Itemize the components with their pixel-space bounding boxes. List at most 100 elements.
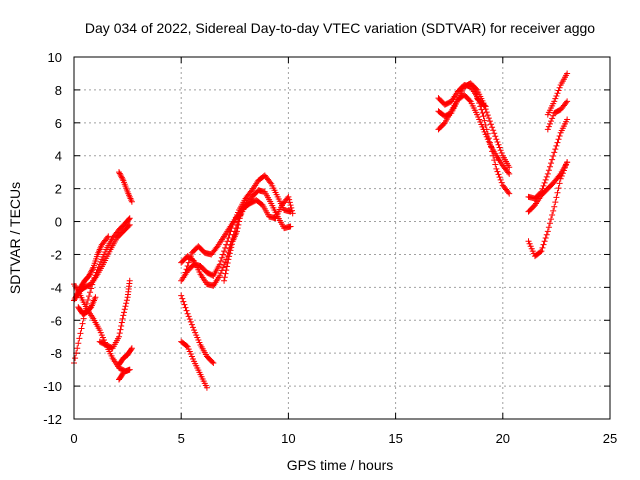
series-arc-19 <box>474 95 489 110</box>
data-point-fill <box>213 244 220 251</box>
data-point-fill <box>224 238 231 245</box>
data-point-fill <box>188 321 195 328</box>
data-point-fill <box>223 263 230 270</box>
data-point-fill <box>498 149 505 156</box>
data-point-fill <box>541 179 548 186</box>
data-point-fill <box>86 305 93 312</box>
x-tick-label: 10 <box>281 431 295 446</box>
data-point-fill <box>202 382 209 389</box>
data-point-fill <box>208 271 215 278</box>
data-point-fill <box>89 313 96 320</box>
data-point-fill <box>113 229 120 236</box>
data-point-fill <box>121 306 128 313</box>
data-point-fill <box>189 355 196 362</box>
data-point-fill <box>542 235 549 241</box>
data-point-fill <box>183 307 190 314</box>
data-point-fill <box>556 84 563 91</box>
data-point-fill <box>548 160 555 167</box>
data-point-fill <box>504 187 511 194</box>
data-point-fill <box>273 191 280 198</box>
data-point-fill <box>439 111 446 118</box>
data-point <box>493 136 500 143</box>
data-point-fill <box>489 124 496 131</box>
data-point-fill <box>116 330 123 337</box>
data-point-fill <box>104 234 111 241</box>
data-point-fill <box>246 190 253 197</box>
data-point-fill <box>558 173 565 180</box>
data-point-fill <box>93 272 100 279</box>
data-point-fill <box>253 189 260 196</box>
data-point-fill <box>185 259 192 266</box>
data-point <box>77 330 84 337</box>
data-point-fill <box>257 200 264 207</box>
data-point-fill <box>88 267 95 274</box>
data-point-fill <box>550 207 557 214</box>
data-point-fill <box>465 96 472 103</box>
data-point-fill <box>267 179 274 186</box>
data-point-fill <box>439 122 446 129</box>
data-point-fill <box>217 258 224 265</box>
data-point-fill <box>112 236 119 243</box>
data-point-fill <box>220 251 227 258</box>
data-point-fill <box>86 282 93 289</box>
data-point-fill <box>504 168 511 175</box>
data-point-fill <box>212 245 219 252</box>
data-point-fill <box>505 162 512 169</box>
data-point-fill <box>125 222 132 229</box>
data-point-fill <box>549 211 556 218</box>
data-point-fill <box>88 268 95 275</box>
data-point-fill <box>552 95 559 102</box>
data-point-fill <box>478 106 485 113</box>
data-point-fill <box>286 196 293 203</box>
data-point-fill <box>479 123 486 130</box>
series-arc-05 <box>75 294 99 317</box>
data-point <box>223 241 230 248</box>
data-point-fill <box>179 295 186 302</box>
data-point-fill <box>120 222 127 229</box>
y-tick-label: 2 <box>55 182 62 197</box>
data-point-fill <box>447 110 454 117</box>
data-point-fill <box>552 199 559 206</box>
data-point-fill <box>226 250 233 257</box>
data-point-fill <box>237 211 244 218</box>
data-point-fill <box>552 146 559 153</box>
data-point-fill <box>128 346 135 353</box>
data-point-fill <box>542 187 549 194</box>
data-point-fill <box>196 369 203 376</box>
y-tick-label: 10 <box>48 50 62 65</box>
data-point-fill <box>492 150 499 157</box>
plot-frame <box>73 56 611 420</box>
data-point-fill <box>550 153 557 160</box>
data-point-fill <box>186 256 193 263</box>
data-point-fill <box>76 286 83 293</box>
data-point-fill <box>459 93 466 100</box>
series-arc-22 <box>525 116 571 202</box>
y-tick-label: 4 <box>55 149 62 164</box>
data-point-fill <box>480 101 487 108</box>
data-point-fill <box>496 144 503 151</box>
data-point-fill <box>87 270 94 277</box>
data-point-fill <box>209 358 216 365</box>
data-point <box>551 203 558 210</box>
data-point-fill <box>196 269 203 276</box>
data-point-fill <box>479 109 486 116</box>
data-point-fill <box>491 157 498 164</box>
data-point-fill <box>537 190 544 197</box>
data-point-fill <box>125 216 132 223</box>
data-point-fill <box>545 167 552 174</box>
data-point-fill <box>286 208 293 215</box>
data-point-fill <box>182 255 189 262</box>
data-point-fill <box>481 102 488 109</box>
data-point-fill <box>554 139 561 146</box>
data-point-fill <box>199 247 206 254</box>
data-point-fill <box>226 253 233 260</box>
data-point-fill <box>267 198 274 205</box>
data-point-fill <box>550 112 557 119</box>
data-point-fill <box>80 279 87 286</box>
data-point-fill <box>224 259 231 266</box>
data-point-fill <box>226 225 233 232</box>
data-point-fill <box>215 274 222 281</box>
y-tick-label: -4 <box>50 280 62 295</box>
data-point <box>182 269 189 276</box>
chart-title: Day 034 of 2022, Sidereal Day-to-day VTE… <box>85 20 595 36</box>
